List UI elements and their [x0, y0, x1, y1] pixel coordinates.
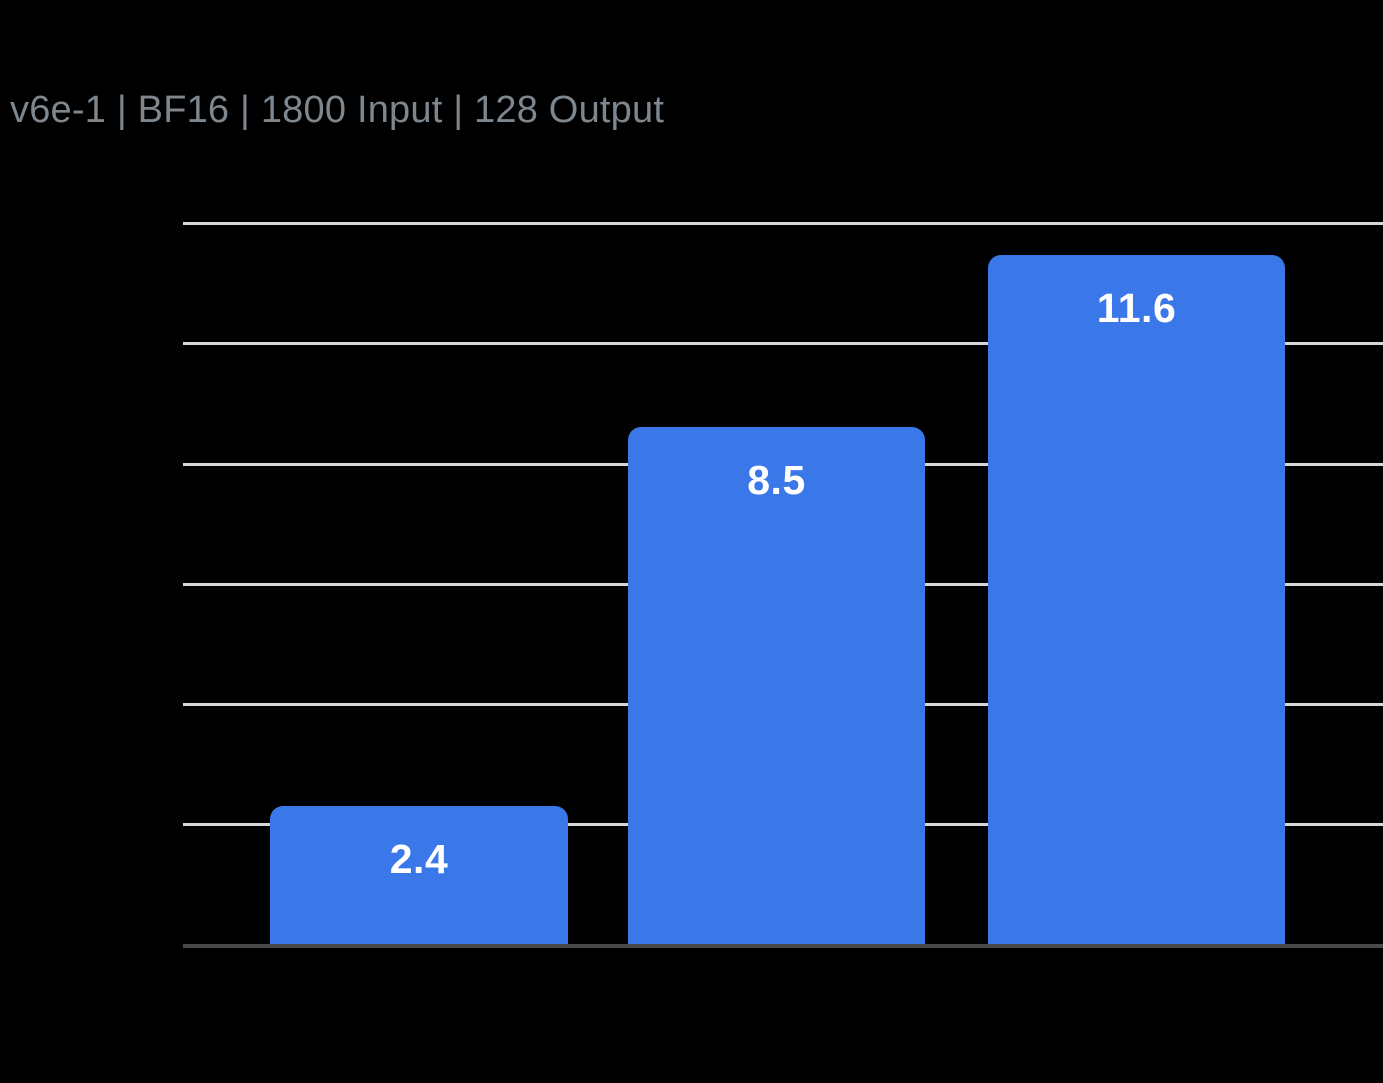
bar-group-1: 2.4	[270, 806, 568, 944]
gridline-10	[183, 342, 1383, 345]
bar-group-2: 8.5	[628, 427, 925, 944]
gridline-12	[183, 222, 1383, 225]
bar-2-value-label: 8.5	[747, 457, 806, 503]
bars-layer: 2.4 8.5 11.6	[183, 215, 1383, 948]
bar-group-3: 11.6	[988, 255, 1285, 944]
bar-3[interactable]	[988, 255, 1285, 944]
x-axis-baseline	[183, 944, 1383, 948]
bar-1-value-label: 2.4	[389, 836, 449, 882]
chart-title: v6e-1 | BF16 | 1800 Input | 128 Output	[10, 89, 665, 131]
bar-2[interactable]	[628, 427, 925, 944]
plot-area: 2.4 8.5 11.6	[183, 215, 1383, 948]
bar-1[interactable]	[270, 806, 568, 944]
bar-3-value-label: 11.6	[1096, 285, 1177, 331]
